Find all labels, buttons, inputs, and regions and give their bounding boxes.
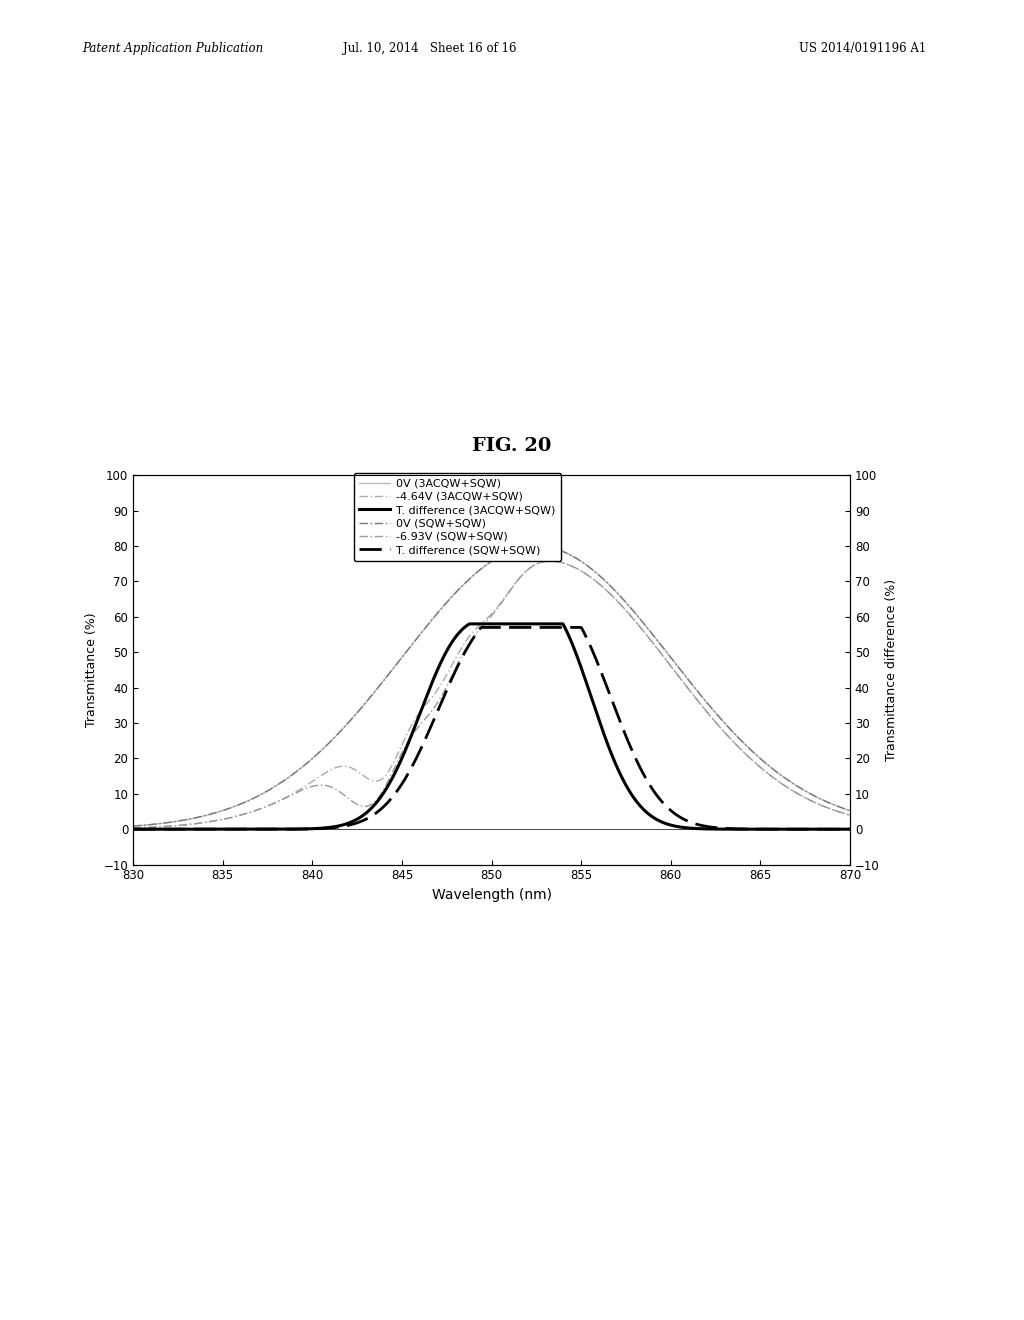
Legend: 0V (3ACQW+SQW), -4.64V (3ACQW+SQW), T. difference (3ACQW+SQW), 0V (SQW+SQW), -6.: 0V (3ACQW+SQW), -4.64V (3ACQW+SQW), T. d…	[353, 473, 561, 561]
Text: FIG. 20: FIG. 20	[472, 437, 552, 455]
Text: US 2014/0191196 A1: US 2014/0191196 A1	[799, 42, 926, 55]
Y-axis label: Transmittance difference (%): Transmittance difference (%)	[885, 579, 898, 760]
Y-axis label: Transmittance (%): Transmittance (%)	[85, 612, 98, 727]
Text: Jul. 10, 2014   Sheet 16 of 16: Jul. 10, 2014 Sheet 16 of 16	[343, 42, 517, 55]
Text: Patent Application Publication: Patent Application Publication	[82, 42, 263, 55]
X-axis label: Wavelength (nm): Wavelength (nm)	[431, 888, 552, 902]
